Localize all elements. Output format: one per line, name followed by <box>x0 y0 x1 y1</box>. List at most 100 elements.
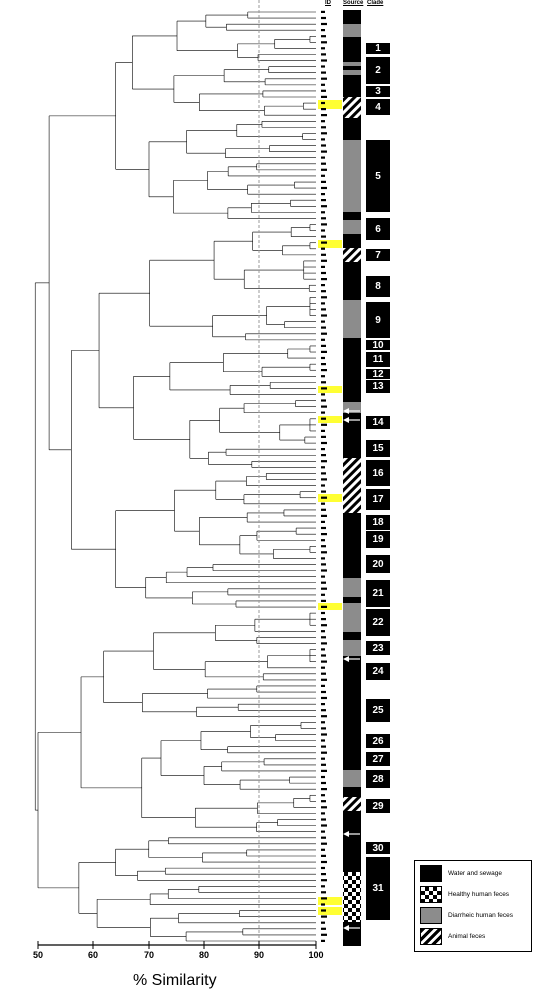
clade-label: 20 <box>366 555 390 573</box>
clade-label: 9 <box>366 302 390 338</box>
isolate-id-mark <box>321 296 327 299</box>
isolate-id-mark <box>321 211 325 214</box>
isolate-id-mark <box>321 381 326 384</box>
isolate-id-mark <box>321 502 325 505</box>
isolate-id-mark <box>321 678 327 681</box>
source-segment <box>343 66 361 70</box>
source-segment <box>343 212 361 220</box>
isolate-id-mark <box>321 375 325 378</box>
isolate-id-mark <box>321 866 325 870</box>
isolate-id-mark <box>321 387 327 390</box>
isolate-id-mark <box>321 448 325 451</box>
isolate-id-mark <box>321 812 325 815</box>
isolate-id-mark <box>321 842 327 845</box>
isolate-id-mark <box>321 636 326 639</box>
axis-title: % Similarity <box>133 972 217 989</box>
isolate-id-mark <box>321 520 325 523</box>
unclustered-arrow-icon <box>343 925 349 931</box>
clade-label: 14 <box>366 416 390 429</box>
isolate-id-mark <box>321 241 327 244</box>
source-segment <box>343 75 361 97</box>
isolate-id-mark <box>321 915 327 918</box>
source-segment <box>343 430 361 458</box>
isolate-id-mark <box>321 253 326 256</box>
isolate-id-mark <box>321 10 325 13</box>
axis-tick-label: 70 <box>143 950 155 960</box>
isolate-id-mark <box>321 205 327 208</box>
clade-label: 4 <box>366 99 390 115</box>
source-segment <box>343 413 361 430</box>
clade-label: 30 <box>366 842 390 854</box>
isolate-id-mark <box>321 496 327 499</box>
isolate-id-mark <box>321 108 326 111</box>
axis-tick-label: 100 <box>308 950 324 960</box>
isolate-id-mark <box>321 648 325 651</box>
unclustered-arrow-icon <box>343 408 349 414</box>
isolate-id-mark <box>321 290 326 293</box>
isolate-id-mark <box>321 460 327 463</box>
source-legend: Water and sewage Healthy human feces Dia… <box>414 860 532 952</box>
isolate-id-mark <box>321 466 325 469</box>
animal-feces-swatch <box>420 928 442 945</box>
source-segment <box>343 37 361 62</box>
isolate-id-mark <box>321 891 326 894</box>
clade-label: 27 <box>366 752 390 766</box>
isolate-id-mark <box>321 59 327 62</box>
isolate-id-mark <box>321 193 325 196</box>
isolate-id-mark <box>321 89 326 92</box>
isolate-id-mark <box>321 788 327 791</box>
source-segment <box>343 24 361 37</box>
clade-label: 13 <box>366 380 390 393</box>
isolate-id-mark <box>321 284 325 287</box>
isolate-id-mark <box>321 399 326 402</box>
clade-label: 28 <box>366 770 390 788</box>
source-segment <box>343 70 361 75</box>
water-sewage-swatch <box>420 865 442 882</box>
isolate-id-mark <box>321 162 326 165</box>
isolate-id-mark <box>321 757 325 760</box>
clade-label: 10 <box>366 340 390 351</box>
axis-tick-label: 80 <box>198 950 210 960</box>
source-segment <box>343 300 361 338</box>
clade-label: 26 <box>366 734 390 748</box>
isolate-id-mark <box>321 818 326 821</box>
legend-label: Animal feces <box>448 933 486 940</box>
clade-label: 2 <box>366 57 390 84</box>
unclustered-arrow-icon <box>343 417 349 423</box>
legend-label: Water and sewage <box>448 870 502 877</box>
isolate-id-mark <box>321 879 327 882</box>
isolate-id-mark <box>321 417 326 420</box>
isolate-id-mark <box>321 47 325 50</box>
diarrheic-feces-swatch <box>420 907 442 924</box>
isolate-id-mark <box>321 939 325 942</box>
isolate-id-mark <box>321 393 325 396</box>
isolate-id-mark <box>321 344 326 347</box>
isolate-id-mark <box>321 144 326 147</box>
source-bar <box>343 10 361 946</box>
isolate-id-mark <box>321 551 327 554</box>
isolate-id-mark <box>321 933 327 936</box>
axis-tick-label: 50 <box>32 950 44 960</box>
legend-item: Water and sewage <box>420 865 502 882</box>
clade-label: 24 <box>366 663 390 680</box>
highlight-mark <box>318 603 342 610</box>
isolate-id-mark <box>321 587 327 590</box>
isolate-id-mark <box>321 138 325 141</box>
source-segment <box>343 220 361 234</box>
clade-label: 16 <box>366 460 390 486</box>
isolate-id-mark <box>321 29 325 32</box>
isolate-id-mark <box>321 71 326 74</box>
isolate-id-mark <box>321 539 325 542</box>
isolate-id-mark <box>321 405 327 408</box>
clade-label: 15 <box>366 440 390 457</box>
clade-label: 25 <box>366 699 390 722</box>
source-segment <box>343 578 361 597</box>
clade-label: 1 <box>366 43 390 54</box>
clade-label: 3 <box>366 86 390 97</box>
source-segment <box>343 486 361 513</box>
isolate-id-mark <box>321 526 326 530</box>
highlight-mark <box>318 240 342 248</box>
isolate-id-mark <box>321 150 327 153</box>
isolate-id-mark <box>321 363 326 366</box>
isolate-id-mark <box>321 563 326 566</box>
